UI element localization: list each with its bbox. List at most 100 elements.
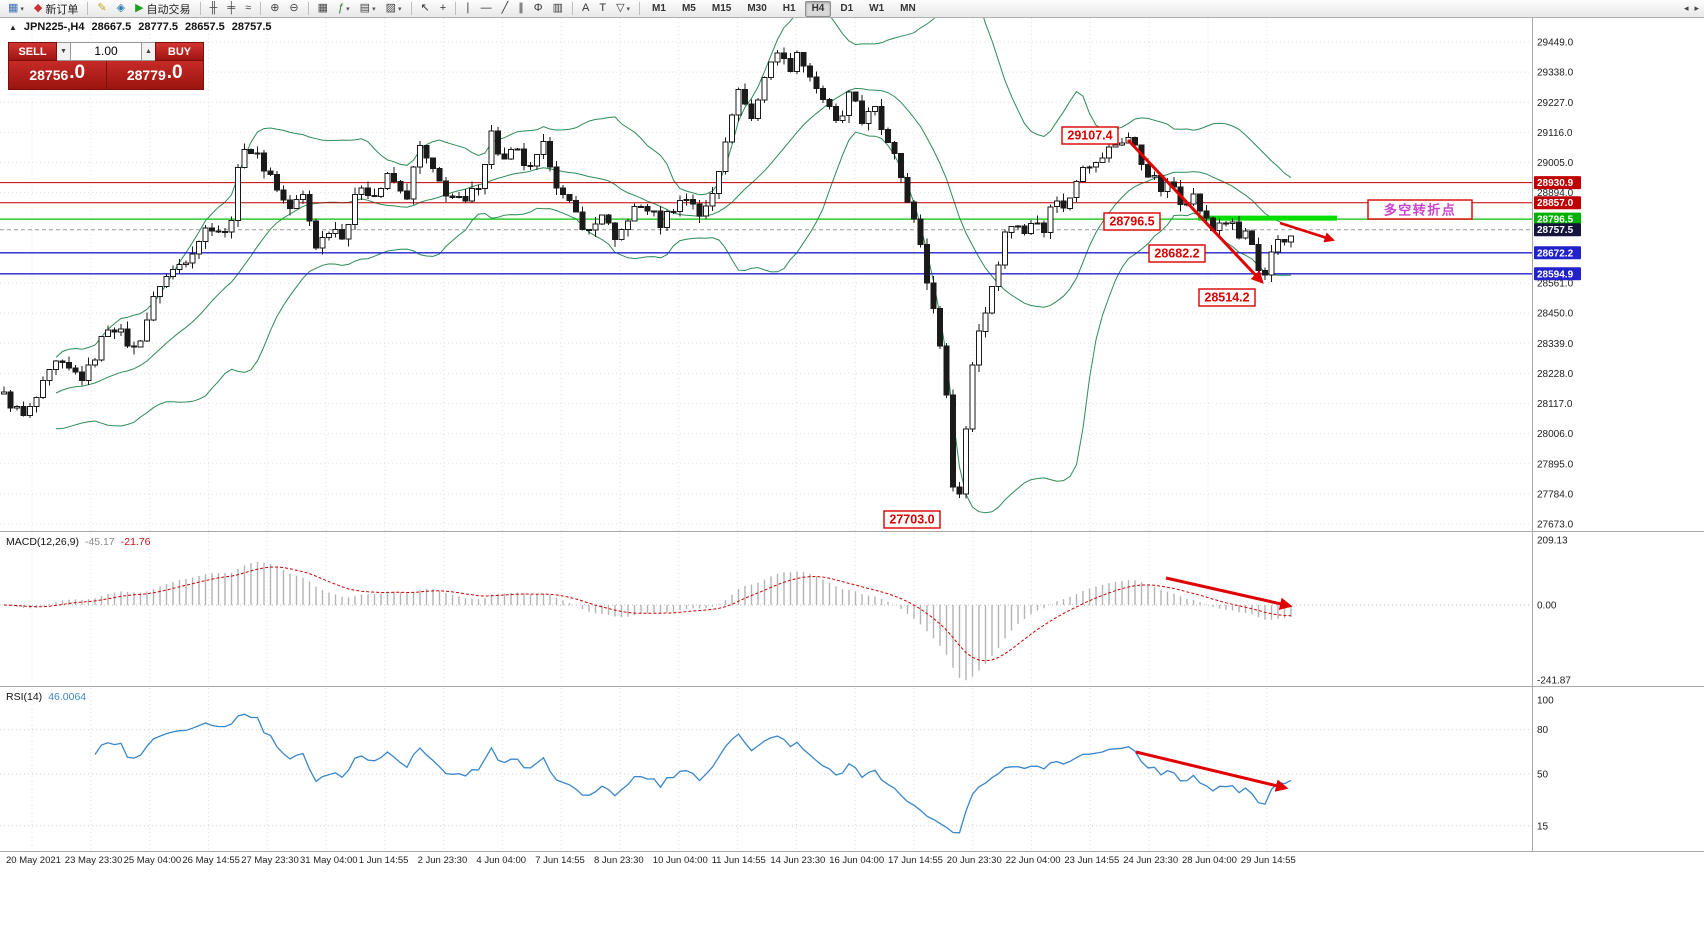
vertical-line[interactable]: ∣ (461, 1, 475, 17)
macd-axis-label: 209.13 (1537, 536, 1568, 547)
timeframe-w1[interactable]: W1 (869, 2, 885, 14)
timeframe-m30[interactable]: M30 (747, 2, 767, 14)
timeframe-m5[interactable]: M5 (681, 2, 696, 14)
price-annotation[interactable]: 多空转折点 (1367, 199, 1473, 220)
crosshair[interactable]: + (436, 1, 450, 17)
time-axis-label: 16 Jun 04:00 (829, 855, 884, 866)
cursor-icon: ↖ (420, 2, 430, 14)
metaeditor-icon: ✎ (97, 2, 107, 14)
price-axis-label: 29338.0 (1537, 68, 1574, 79)
price-axis-label: 27673.0 (1537, 520, 1574, 531)
trend-arrow[interactable] (1126, 138, 1264, 284)
price-axis[interactable]: 29449.0 29338.0 29227.0 29116.0 29005.0 28894… (1534, 38, 1581, 833)
buy-button[interactable]: BUY (155, 42, 204, 61)
volume-input[interactable]: 1.00 (70, 42, 142, 61)
metaeditor[interactable]: ✎ (93, 1, 110, 17)
periods-caret-icon[interactable]: ▾ (372, 5, 376, 13)
svg-text:28796.5: 28796.5 (1537, 215, 1574, 226)
time-axis[interactable]: 20 May 2021 23 May 23:30 25 May 04:00 26 Ma… (6, 855, 1296, 866)
time-axis-label: 29 Jun 14:55 (1241, 855, 1296, 866)
new-chart-caret-icon[interactable]: ▾ (20, 5, 24, 13)
one-click-trading-panel: SELL ▼ 1.00 ▲ BUY 28756.0 28779.0 (8, 42, 204, 90)
crosshair-icon: + (439, 2, 447, 14)
zoom-in[interactable]: ⊕ (266, 1, 283, 17)
time-axis-label: 17 Jun 14:55 (888, 855, 943, 866)
templates-caret-icon[interactable]: ▾ (398, 5, 402, 13)
fibonacci[interactable]: Φ (530, 1, 547, 17)
zoom-out[interactable]: ⊖ (285, 1, 302, 17)
text-font[interactable]: A (578, 1, 593, 17)
periods[interactable]: ▤ ▾ (356, 1, 380, 17)
horizontal-line[interactable]: ― (477, 1, 496, 17)
svg-text:28796.5: 28796.5 (1109, 215, 1154, 229)
trend-arrow[interactable] (1135, 750, 1289, 792)
tile-windows[interactable]: ▦ (314, 1, 332, 17)
templates[interactable]: ▨ ▾ (382, 1, 406, 17)
price-annotation[interactable]: 28682.2 (1148, 244, 1206, 263)
toolbar-prev[interactable]: ◂ (1683, 3, 1689, 13)
price-axis-label: 28561.0 (1537, 279, 1574, 290)
line-chart-mode[interactable]: ≈ (241, 1, 255, 17)
sell-price[interactable]: 28756.0 (8, 61, 106, 90)
auto-trading[interactable]: ▶ 自动交易 (131, 1, 194, 17)
time-axis-label: 10 Jun 04:00 (653, 855, 708, 866)
price-axis-label: 27895.0 (1537, 459, 1574, 470)
bar-chart-mode[interactable]: ╫ (206, 1, 222, 17)
macd-title: MACD(12,26,9) (6, 536, 79, 548)
time-axis-label: 14 Jun 23:30 (770, 855, 825, 866)
price-tag (1534, 212, 1581, 226)
timeframe-h4[interactable]: H4 (804, 0, 832, 17)
timeframe-d1[interactable]: D1 (840, 2, 854, 14)
price-annotation[interactable]: 29107.4 (1061, 126, 1119, 145)
price-axis-label: 29227.0 (1537, 98, 1574, 109)
equidistant-channel[interactable]: ∥ (514, 1, 528, 17)
arrows-tool-caret-icon[interactable]: ▾ (626, 5, 631, 13)
buy-price[interactable]: 28779.0 (105, 61, 204, 90)
annotations[interactable]: 29107.4 28796.5 28682.2 28514.2 27703.0 多空转折点 (883, 126, 1473, 792)
indicators-caret-icon[interactable]: ▾ (346, 5, 350, 13)
arrows-tool[interactable]: ▽ ▾ (612, 1, 634, 17)
rsi-indicator-label: RSI(14) 46.0064 (6, 691, 86, 703)
zoom-in-icon: ⊕ (270, 2, 280, 14)
svg-text:多空转折点: 多空转折点 (1384, 203, 1457, 218)
timeframe-mn[interactable]: MN (900, 2, 916, 14)
strategy-tester[interactable]: ◈ (113, 1, 129, 17)
price-tag (1534, 176, 1581, 190)
tile-windows-icon: ▦ (317, 2, 329, 14)
price-annotation[interactable]: 27703.0 (883, 510, 941, 529)
macd-indicator-label: MACD(12,26,9) -45.17 -21.76 (6, 536, 151, 548)
horizontal-level-lines[interactable] (0, 182, 1532, 275)
volume-decrease-button[interactable]: ▼ (57, 42, 70, 61)
volume-increase-button[interactable]: ▲ (142, 42, 155, 61)
new-order[interactable]: ◆ 新订单 (30, 1, 82, 17)
timeframe-m15[interactable]: M15 (711, 2, 732, 14)
toolbar-next[interactable]: ▸ (1694, 3, 1699, 13)
price-tag (1534, 267, 1581, 281)
text-label[interactable]: T (595, 1, 610, 17)
fibonacci-icon: Φ (533, 2, 543, 14)
strategy-tester-icon: ◈ (116, 2, 126, 14)
ruler[interactable]: ▥ (549, 1, 567, 17)
price-annotation[interactable]: 28514.2 (1198, 288, 1256, 307)
panel-separators[interactable] (0, 18, 1704, 852)
zoom-out-icon: ⊖ (289, 2, 299, 14)
ruler-icon: ▥ (552, 2, 563, 14)
toolbar: ▦ ▾ ◆ 新订单 ✎ ◈ ▶ 自动交易 ╫ ╪ ≈ ⊕ ⊖ ▦ ƒ ▾ ▤ ▾ ▨ ▾ ↖ + ∣ ― ╱ ∥ Φ ▥ A T ▽ ▾ M1 M… (0, 0, 1704, 18)
cursor[interactable]: ↖ (417, 1, 434, 17)
trend-arrow[interactable] (1165, 576, 1293, 610)
sell-button[interactable]: SELL (8, 42, 57, 61)
time-axis-label: 26 May 14:55 (182, 855, 240, 866)
trendline[interactable]: ╱ (498, 1, 513, 17)
auto-trading-icon: ▶ (135, 2, 144, 14)
timeframe-h1[interactable]: H1 (782, 2, 796, 14)
price-annotation[interactable]: 28796.5 (1103, 212, 1161, 231)
time-axis-label: 25 May 04:00 (124, 855, 182, 866)
indicators[interactable]: ƒ ▾ (334, 1, 354, 17)
timeframe-m1[interactable]: M1 (652, 2, 666, 14)
trend-arrow[interactable] (1279, 221, 1335, 243)
one-click-panel-toggle-icon[interactable]: ▲ (9, 22, 17, 32)
new-chart[interactable]: ▦ ▾ (4, 1, 28, 17)
candlestick-mode[interactable]: ╪ (223, 1, 239, 17)
time-axis-label: 27 May 23:30 (241, 855, 299, 866)
